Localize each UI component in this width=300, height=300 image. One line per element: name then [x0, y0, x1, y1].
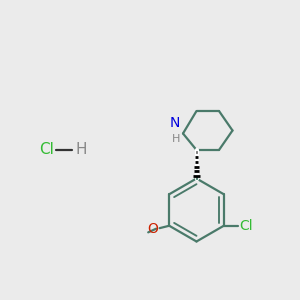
Text: H: H: [76, 142, 87, 158]
Text: H: H: [172, 134, 180, 144]
Text: O: O: [147, 222, 158, 236]
Text: Cl: Cl: [239, 219, 252, 233]
Text: Cl: Cl: [39, 142, 54, 158]
Text: N: N: [169, 116, 180, 130]
